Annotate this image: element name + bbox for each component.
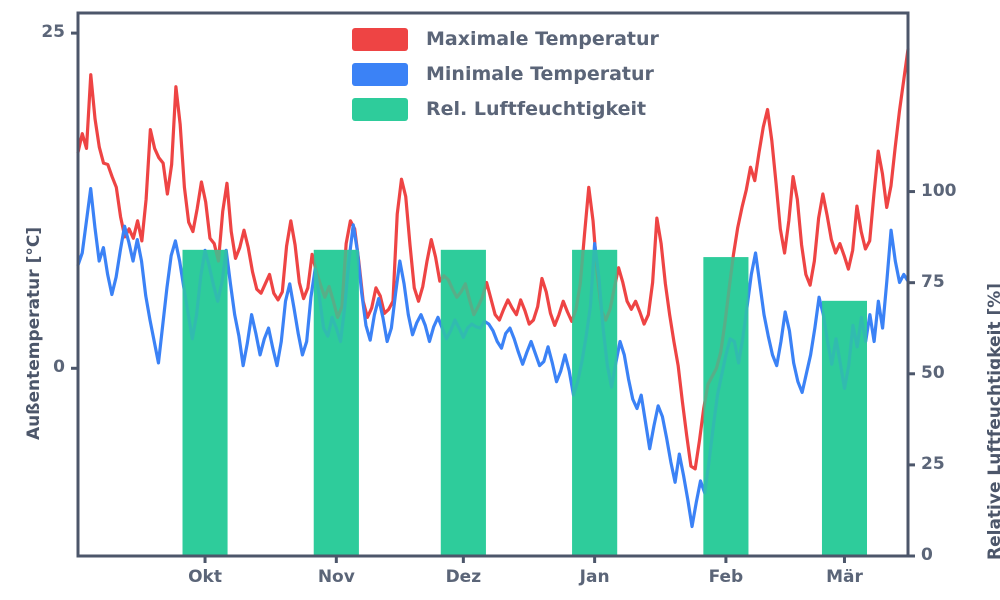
x-tick-label: Mär — [826, 567, 863, 587]
humidity-bar-overlay — [440, 249, 486, 556]
axis-frame-layer — [76, 11, 910, 558]
y-tick-label-left: 25 — [41, 22, 65, 43]
humidity-bar-overlay — [182, 249, 228, 556]
x-tick-label: Dez — [445, 567, 482, 587]
y-axis-right-title: Relative Luftfeuchtigkeit [%] — [985, 282, 1000, 560]
x-tick-label: Nov — [317, 567, 355, 587]
legend-label: Minimale Temperatur — [426, 62, 654, 85]
humidity-bar-overlay — [572, 249, 618, 556]
humidity-bar-overlay — [313, 249, 359, 556]
humidity-bar-overlay — [821, 300, 867, 556]
x-tick-label: Jan — [579, 567, 610, 587]
y-tick-label-right: 0 — [921, 545, 933, 565]
plot-frame — [76, 11, 910, 558]
y-tick-label-right: 25 — [921, 453, 945, 474]
humidity-bar-overlay — [703, 257, 749, 556]
chart-legend: Maximale Temperatur Minimale Temperatur Re… — [352, 26, 659, 122]
y-axis-left-title: Außentemperatur [°C] — [24, 226, 44, 440]
legend-swatch-icon — [352, 97, 408, 121]
y-tick-label-right: 75 — [921, 271, 945, 292]
x-tick-label: Okt — [188, 567, 222, 587]
x-tick-label: Feb — [708, 567, 744, 587]
y-tick-label-right: 100 — [921, 180, 957, 201]
legend-label: Maximale Temperatur — [426, 27, 659, 50]
legend-swatch-icon — [352, 27, 408, 51]
y-tick-label-right: 50 — [921, 362, 945, 383]
humidity-bars-overlay-layer — [182, 249, 867, 556]
legend-swatch-icon — [352, 62, 408, 86]
legend-label: Rel. Luftfeuchtigkeit — [426, 97, 647, 120]
legend-item[interactable]: Rel. Luftfeuchtigkeit — [352, 96, 659, 122]
legend-item[interactable]: Minimale Temperatur — [352, 61, 659, 87]
legend-item[interactable]: Maximale Temperatur — [352, 26, 659, 52]
axis-ticks-layer — [71, 31, 915, 563]
y-tick-label-left: 0 — [53, 357, 65, 378]
